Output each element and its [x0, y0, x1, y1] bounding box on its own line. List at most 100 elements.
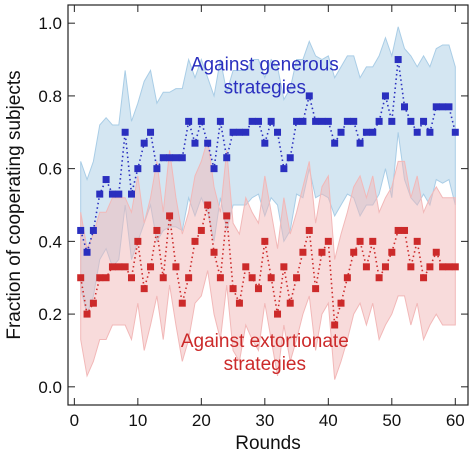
x-tick-label: 40 [319, 411, 338, 430]
data-point [394, 56, 402, 64]
data-point [267, 117, 275, 125]
data-point [108, 190, 116, 198]
data-point [420, 274, 428, 282]
data-point [185, 117, 193, 125]
data-point [108, 263, 116, 271]
data-point [191, 237, 199, 245]
data-point [299, 248, 307, 256]
data-point [254, 117, 262, 125]
annotation-line: Against extortionate [181, 331, 349, 352]
data-point [153, 226, 161, 234]
data-point [166, 154, 174, 162]
data-point [223, 154, 231, 162]
data-point [140, 285, 148, 293]
data-point [83, 310, 91, 318]
y-tick-label: 0.4 [38, 232, 62, 251]
data-point [248, 274, 256, 282]
data-point [343, 117, 351, 125]
data-point [318, 117, 326, 125]
series-lines [79, 59, 457, 326]
data-point [77, 226, 85, 234]
data-point [210, 165, 218, 173]
data-point [413, 128, 421, 136]
data-point [445, 263, 453, 271]
data-point [147, 263, 155, 271]
series-points [77, 56, 459, 329]
plot-frame [67, 4, 469, 406]
data-point [261, 139, 269, 147]
x-tick-label: 30 [255, 411, 274, 430]
data-point [388, 117, 396, 125]
data-point [286, 299, 294, 307]
data-point [197, 117, 205, 125]
data-point [407, 263, 415, 271]
x-tick-label: 0 [70, 411, 79, 430]
data-point [153, 165, 161, 173]
data-point [420, 117, 428, 125]
data-point [337, 128, 345, 136]
data-point [102, 176, 110, 184]
data-point [204, 201, 212, 209]
data-point [432, 248, 440, 256]
data-point [426, 128, 434, 136]
data-point [115, 263, 123, 271]
confidence-band-1 [80, 139, 456, 380]
data-point [331, 139, 339, 147]
data-point [286, 154, 294, 162]
data-point [337, 299, 345, 307]
y-tick-label: 0.0 [38, 378, 62, 397]
y-axis-label: Fraction of cooperating subjects [4, 70, 25, 339]
data-point [356, 237, 364, 245]
data-point [381, 263, 389, 271]
data-point [350, 117, 358, 125]
data-point [121, 128, 129, 136]
data-point [274, 128, 282, 136]
data-point [375, 117, 383, 125]
data-point [432, 103, 440, 111]
data-point [83, 248, 91, 256]
data-point [362, 263, 370, 271]
data-point [267, 274, 275, 282]
data-point [96, 274, 104, 282]
data-point [369, 128, 377, 136]
data-point [401, 226, 409, 234]
data-point [369, 237, 377, 245]
data-point [242, 263, 250, 271]
data-point [280, 263, 288, 271]
data-point [324, 117, 332, 125]
data-point [413, 237, 421, 245]
data-point [121, 263, 129, 271]
annotation-line: strategies [224, 77, 306, 98]
data-point [451, 263, 459, 271]
data-point [401, 103, 409, 111]
data-point [229, 128, 237, 136]
data-point [305, 92, 313, 100]
data-point [178, 154, 186, 162]
data-point [159, 154, 167, 162]
data-point [185, 274, 193, 282]
y-tick-label: 0.2 [38, 305, 62, 324]
data-point [127, 274, 135, 282]
data-point [159, 274, 167, 282]
data-point [274, 310, 282, 318]
data-point [140, 139, 148, 147]
data-point [89, 299, 97, 307]
data-point [343, 274, 351, 282]
annotation-0: Against generous strategies [191, 54, 339, 98]
annotation-line: Against generous [191, 54, 339, 75]
data-point [197, 226, 205, 234]
data-point [445, 103, 453, 111]
data-point [223, 212, 231, 220]
data-point [172, 154, 180, 162]
data-point [127, 190, 135, 198]
annotations: Against generous strategies Against extort… [181, 54, 349, 374]
data-point [204, 139, 212, 147]
y-tick-label: 0.8 [38, 87, 62, 106]
axis-ticks: 0 10 20 30 40 50 60 0.0 0.2 0.4 0.6 0.8 1.0 [38, 5, 468, 430]
data-point [210, 248, 218, 256]
data-point [261, 237, 269, 245]
data-point [312, 285, 320, 293]
data-point [115, 190, 123, 198]
data-point [235, 128, 243, 136]
